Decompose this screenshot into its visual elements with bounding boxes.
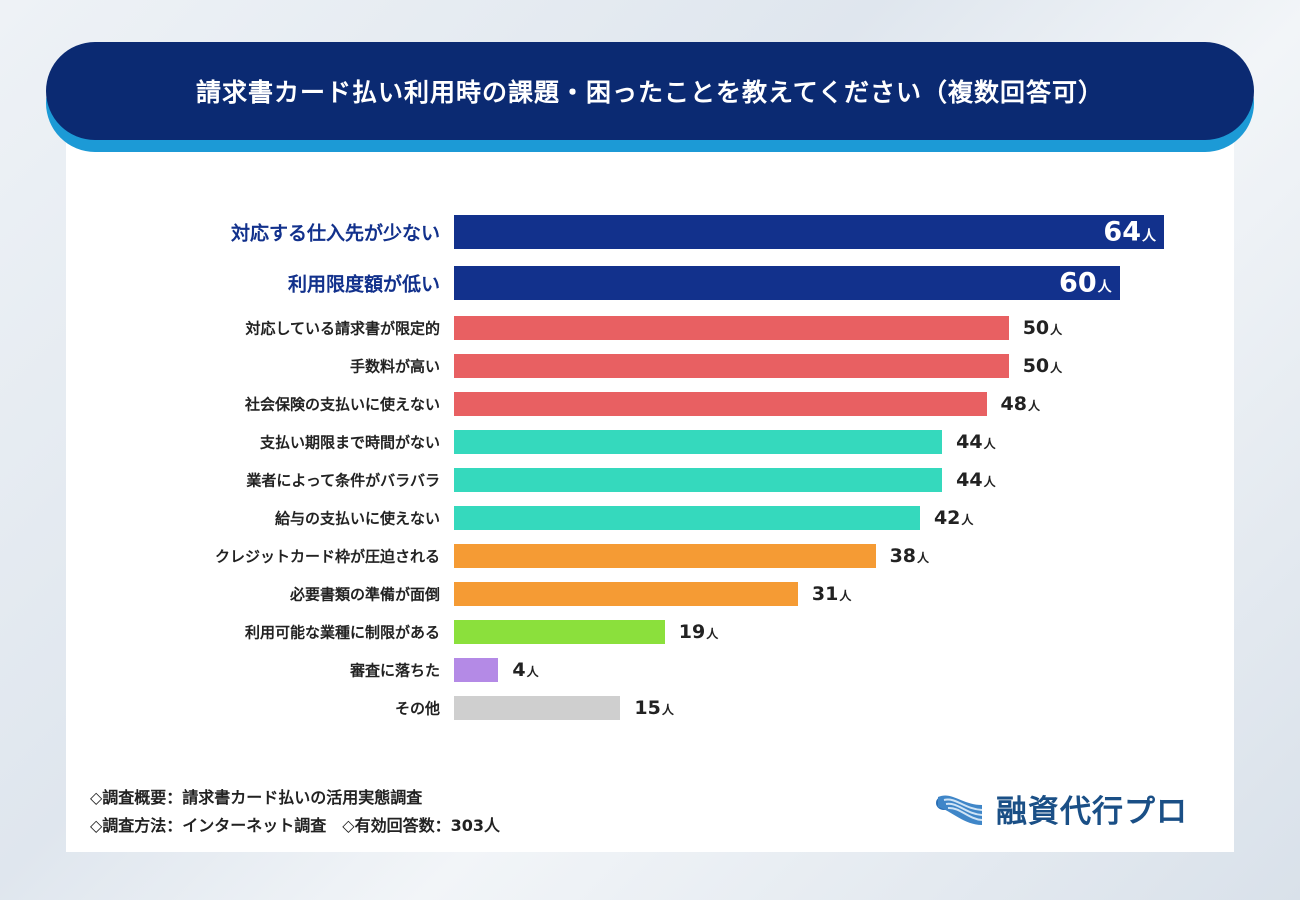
value-label: 50人 [1023,317,1062,339]
value-number: 60 [1059,267,1097,299]
value-unit: 人 [983,475,996,489]
category-label: 業者によって条件がバラバラ [246,471,440,490]
value-unit: 人 [1027,399,1040,413]
value-label: 44人 [956,469,995,491]
value-unit: 人 [917,551,930,565]
value-unit: 人 [1142,228,1156,245]
category-label: 社会保険の支払いに使えない [244,395,440,414]
category-label: 給与の支払いに使えない [274,509,440,528]
value-unit: 人 [839,589,852,603]
bar [454,430,943,454]
value-number: 42 [933,507,961,529]
value-label: 15人 [634,697,673,719]
bar [454,468,943,492]
value-unit: 人 [1097,279,1112,296]
bar [454,316,1009,340]
category-label: 対応している請求書が限定的 [245,319,440,338]
bar [454,506,920,530]
survey-overview: ◇調査概要：請求書カード払いの活用実態調査 [90,788,423,807]
value-label: 42人 [934,507,973,529]
logo-text: 融資代行プロ [996,794,1188,830]
category-label: 支払い期限まで時間がない [259,433,440,452]
value-unit: 人 [526,665,539,679]
bar [454,620,665,644]
value-label: 64人 [1103,217,1156,248]
category-label: 審査に落ちた [349,661,440,680]
value-unit: 人 [1050,323,1063,337]
value-number: 15 [634,697,661,719]
category-label: 対応する仕入先が少ない [230,222,440,245]
bar [454,354,1009,378]
value-label: 50人 [1023,355,1062,377]
value-label: 60人 [1059,268,1112,299]
bar [454,696,621,720]
value-number: 64 [1103,216,1141,248]
bar [454,392,987,416]
bar [454,215,1164,249]
survey-method: ◇調査方法：インターネット調査 ◇有効回答数：303人 [90,816,501,835]
value-number: 44 [956,431,983,453]
value-label: 38人 [890,545,929,567]
bar [454,544,876,568]
value-label: 48人 [1001,393,1040,415]
category-label: 必要書類の準備が面倒 [289,585,440,604]
wave-logo-icon [936,795,983,825]
logo: 融資代行プロ [934,786,1188,831]
category-label: 手数料が高い [349,357,440,376]
value-unit: 人 [1050,361,1063,375]
value-unit: 人 [961,513,974,527]
value-unit: 人 [661,703,674,717]
category-label: その他 [394,699,440,718]
bar [454,658,499,682]
value-label: 4人 [512,659,538,681]
value-label: 44人 [956,431,995,453]
value-number: 31 [811,583,839,605]
bar [454,582,798,606]
value-unit: 人 [983,437,996,451]
value-number: 50 [1022,317,1050,339]
value-number: 50 [1022,355,1050,377]
bar [454,266,1120,300]
category-label: 利用可能な業種に制限がある [244,623,440,642]
value-number: 38 [889,545,917,567]
value-unit: 人 [706,627,719,641]
value-number: 4 [512,659,526,681]
value-number: 44 [956,469,983,491]
value-label: 19人 [679,621,718,643]
value-number: 19 [678,621,706,643]
value-number: 48 [1000,393,1027,415]
category-label: クレジットカード枠が圧迫される [214,547,440,566]
chart-title: 請求書カード払い利用時の課題・困ったことを教えてください（複数回答可） [46,42,1254,140]
category-label: 利用限度額が低い [287,273,440,296]
value-label: 31人 [812,583,851,605]
